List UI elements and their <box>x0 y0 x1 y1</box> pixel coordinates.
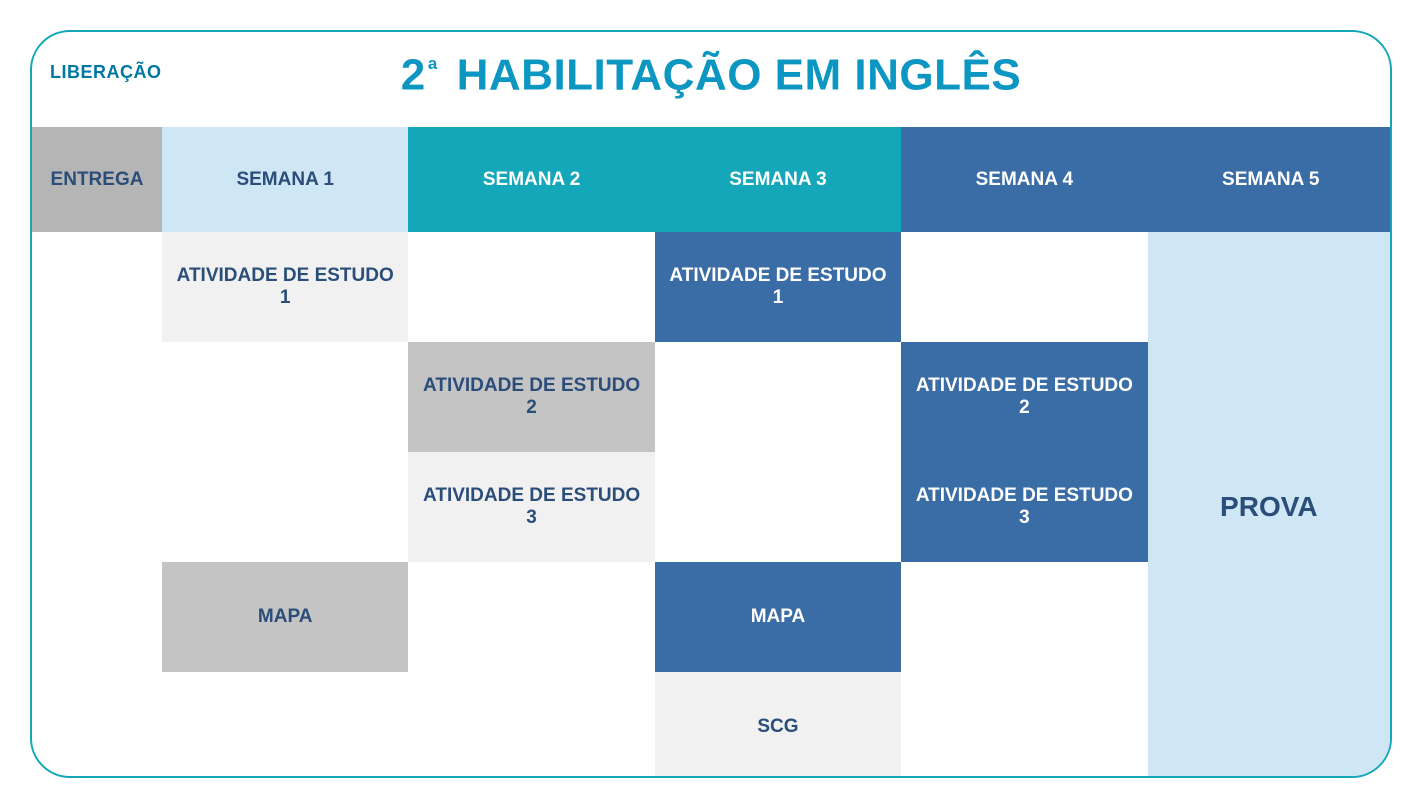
cell-r2-c4: ATIVIDADE DE ESTUDO 3 <box>901 452 1147 562</box>
header-semana1: SEMANA 1 <box>162 127 408 232</box>
cell-r4-c4 <box>901 672 1147 778</box>
table-row: SCG <box>32 672 1148 778</box>
header-row: ENTREGA SEMANA 1 SEMANA 2 SEMANA 3 SEMAN… <box>32 127 1390 232</box>
cell-r4-c1 <box>162 672 408 778</box>
cell-r2-c1 <box>162 452 408 562</box>
body-wrap: ATIVIDADE DE ESTUDO 1 ATIVIDADE DE ESTUD… <box>32 232 1390 778</box>
cell-r0-c1: ATIVIDADE DE ESTUDO 1 <box>162 232 408 342</box>
cell-r4-c3: SCG <box>655 672 901 778</box>
cell-r3-c4 <box>901 562 1147 672</box>
header-entrega: ENTREGA <box>32 127 162 232</box>
cell-r2-c2: ATIVIDADE DE ESTUDO 3 <box>408 452 654 562</box>
entrega-col-spacer <box>32 672 162 778</box>
cell-r1-c4: ATIVIDADE DE ESTUDO 2 <box>901 342 1147 452</box>
entrega-col-spacer <box>32 452 162 562</box>
entrega-col-spacer <box>32 342 162 452</box>
cell-r0-c3: ATIVIDADE DE ESTUDO 1 <box>655 232 901 342</box>
cell-r0-c4 <box>901 232 1147 342</box>
cell-r4-c2 <box>408 672 654 778</box>
table-row: ATIVIDADE DE ESTUDO 2 ATIVIDADE DE ESTUD… <box>32 342 1148 452</box>
cell-r1-c3 <box>655 342 901 452</box>
cell-r3-c3: MAPA <box>655 562 901 672</box>
entrega-col-spacer <box>32 562 162 672</box>
prova-cell: PROVA <box>1148 232 1390 778</box>
cell-r1-c2: ATIVIDADE DE ESTUDO 2 <box>408 342 654 452</box>
cell-r0-c2 <box>408 232 654 342</box>
header-semana3: SEMANA 3 <box>655 127 901 232</box>
table-row: MAPA MAPA <box>32 562 1148 672</box>
title-sup: ª <box>428 54 438 84</box>
title-prefix: 2 <box>401 51 426 100</box>
title-rest: HABILITAÇÃO EM INGLÊS <box>444 51 1021 100</box>
schedule-grid: ENTREGA SEMANA 1 SEMANA 2 SEMANA 3 SEMAN… <box>32 127 1390 778</box>
cell-r2-c3 <box>655 452 901 562</box>
entrega-col-spacer <box>32 232 162 342</box>
header-area: LIBERAÇÃO 2ª HABILITAÇÃO EM INGLÊS <box>32 32 1390 127</box>
schedule-frame: LIBERAÇÃO 2ª HABILITAÇÃO EM INGLÊS ENTRE… <box>30 30 1392 778</box>
table-row: ATIVIDADE DE ESTUDO 3 ATIVIDADE DE ESTUD… <box>32 452 1148 562</box>
page-title: 2ª HABILITAÇÃO EM INGLÊS <box>32 50 1390 101</box>
cell-r1-c1 <box>162 342 408 452</box>
cell-r3-c2 <box>408 562 654 672</box>
header-semana5: SEMANA 5 <box>1148 127 1392 232</box>
header-semana2: SEMANA 2 <box>408 127 654 232</box>
table-row: ATIVIDADE DE ESTUDO 1 ATIVIDADE DE ESTUD… <box>32 232 1148 342</box>
body-left: ATIVIDADE DE ESTUDO 1 ATIVIDADE DE ESTUD… <box>32 232 1148 778</box>
header-semana4: SEMANA 4 <box>901 127 1147 232</box>
cell-r3-c1: MAPA <box>162 562 408 672</box>
